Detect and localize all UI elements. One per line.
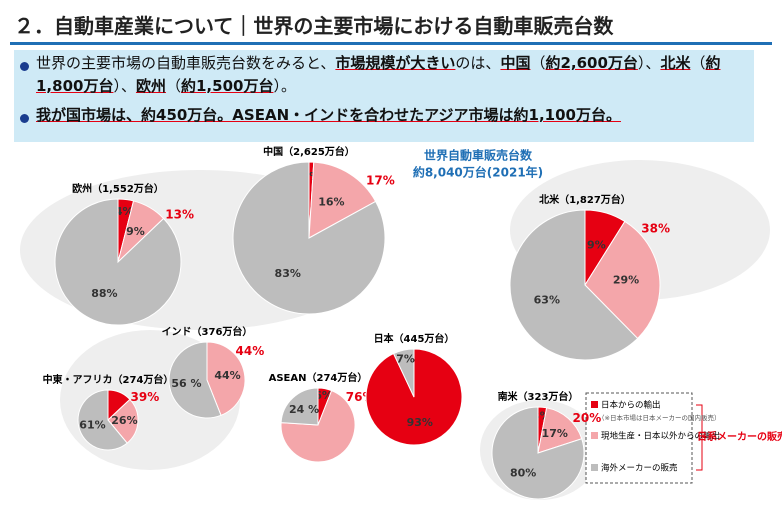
pie-slice [584,220,661,340]
legend-note: （※日本市場は日本メーカーの国内販売） [598,413,720,422]
world-total: 世界自動車販売台数 [424,148,533,163]
world-total: 約8,040万台(2021年) [413,165,543,180]
pie-title: 北米（1,827万台） [539,193,631,206]
pie-title: 日本（445万台） [374,332,455,345]
pie-slice [232,161,386,315]
pie-value-label: 17% [542,427,568,440]
legend-swatch [591,432,598,439]
legend-label: 現地生産・日本以外からの輸出 [601,431,720,442]
bullet-text: のは、 [455,54,501,72]
bullet-text: 我が国市場は、約450万台。ASEAN・インドを合わせたアジア市場は約1,100… [36,106,621,124]
pie-value-label: 9% [587,238,606,251]
slide-title: ２．自動車産業について｜世界の主要市場における自動車販売台数 [14,14,614,38]
bullet-text: 北米 [660,54,691,72]
bullet-text: 市場規模が大きい [335,54,456,72]
bullet-text: 約1,800万台 [36,54,721,95]
pie-slice [308,161,377,239]
pie-slice [537,407,583,454]
bullet-text: ）。 [273,77,296,95]
legend-label: 海外メーカーの販売 [601,463,678,474]
bullet-text: 約2,600万台 [545,54,638,72]
title-rule [10,42,772,45]
bullet-text: 約1,500万台 [181,77,274,95]
bullet-text: （ [165,77,181,95]
pie-title: 南米（323万台） [498,390,579,403]
pie-slice [509,209,639,361]
pie-title: 欧州（1,552万台） [72,182,164,195]
pie-value-label: 29% [613,274,639,287]
pie-value-label: 24 % [289,403,319,416]
japan-share-label: 44% [236,344,265,358]
pie-slice [491,406,585,500]
pie-slice [280,389,356,463]
pie-value-label: 56 % [171,377,201,390]
legend-label: 日本からの輸出 [601,400,661,411]
japan-share-label: 20% [573,411,602,425]
pie-title: 中国（2,625万台） [263,145,355,158]
pie-slice [168,341,222,419]
legend-swatch [591,401,598,408]
legend-bracket-label: 日系メーカーの販売 [697,430,782,443]
pie-value-label: 88% [91,287,117,300]
pie-value-label: 80% [510,466,536,479]
bullet-text: 世界の主要市場の自動車販売台数をみると、 [36,54,336,72]
pie-value-label: 63% [534,294,560,307]
bullet: 世界の主要市場の自動車販売台数をみると、市場規模が大きいのは、中国（約2,600… [36,52,736,98]
pie-title: 中東・アフリカ（274万台） [43,373,174,386]
pie-value-label: 83% [275,267,301,280]
pie-slice [107,398,139,444]
japan-share-label: 13% [165,207,194,221]
bullet-text: （ [690,54,706,72]
legend-box [585,392,693,484]
bullet-dot [20,62,29,71]
bullet: 我が国市場は、約450万台。ASEAN・インドを合わせたアジア市場は約1,100… [36,104,736,127]
japan-share-label: 39% [131,390,160,404]
pie-value-label: 93% [407,416,433,429]
pie-slice [280,387,319,426]
pie-value-label: 4% [115,205,134,218]
bullet-dot [20,114,29,123]
pie-value-label: 7% [396,353,415,366]
japan-share-label: 38% [641,221,670,235]
bullet-text: ）、 [637,54,661,72]
bullet-text: 中国 [500,54,531,72]
japan-share-label: 17% [366,174,395,188]
bullet-text: 欧州 [135,77,166,95]
pie-slice [77,389,128,451]
pie-value-label: 61% [79,419,105,432]
pie-slice [54,198,182,326]
legend-bracket [696,404,708,471]
pie-value-label: 16% [318,196,344,209]
pie-value-label: 26% [111,414,137,427]
pie-title: インド（376万台） [162,325,253,338]
bullet-text: ）、 [113,77,136,95]
pie-title: ASEAN（274万台） [269,371,368,384]
pie-slice [392,348,415,398]
pie-slice [206,341,246,416]
pie-value-label: 44% [214,369,240,382]
bullet-text: （ [530,54,546,72]
pie-value-label: 9% [126,225,145,238]
legend-swatch [591,464,598,471]
summary-box: 世界の主要市場の自動車販売台数をみると、市場規模が大きいのは、中国（約2,600… [14,50,754,142]
